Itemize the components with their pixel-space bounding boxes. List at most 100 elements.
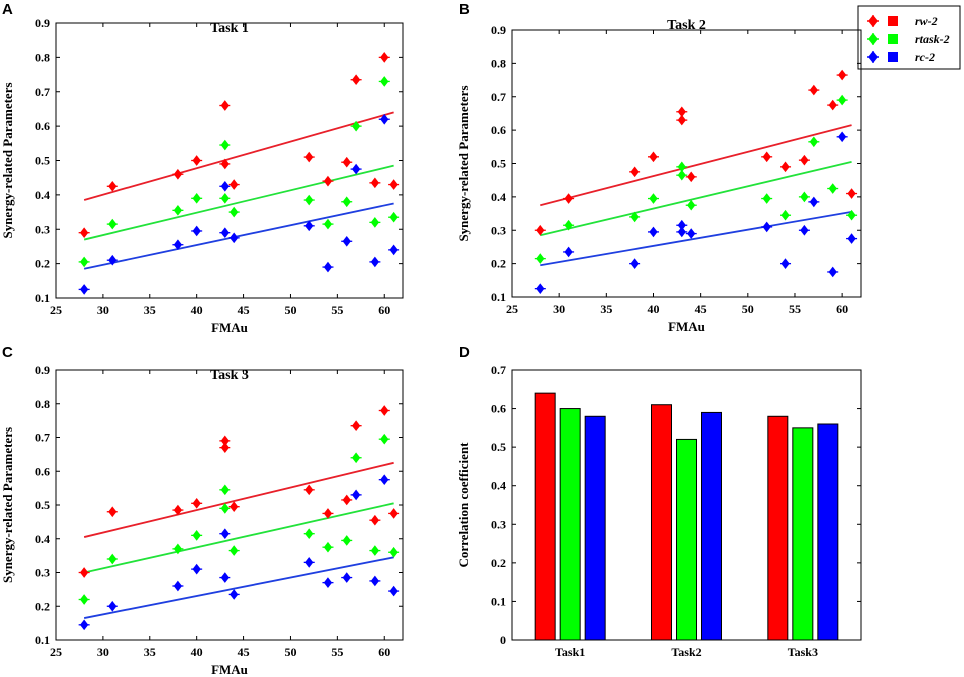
y-tick-label: 0.6 bbox=[491, 123, 506, 137]
x-tick-label: 25 bbox=[506, 302, 518, 316]
y-axis-label: Synergy-related Parameters bbox=[0, 427, 15, 583]
x-axis-label: FMAu bbox=[211, 662, 248, 677]
y-tick-label: 0.8 bbox=[35, 50, 50, 64]
x-tick-label: 30 bbox=[97, 645, 109, 659]
fit-line-1 bbox=[540, 124, 852, 207]
y-tick-label: 0.4 bbox=[491, 479, 506, 493]
y-tick-label: 0.1 bbox=[35, 633, 50, 647]
x-tick-label: 50 bbox=[284, 303, 296, 317]
y-tick-label: 0.3 bbox=[35, 222, 50, 236]
legend-label: rtask-2 bbox=[915, 32, 950, 46]
panel-c: 25 30 35 40 45 50 55 60 0.1 0.2 0.3 0.4 0.5 0.6 0.7 0.8… bbox=[0, 363, 404, 677]
legend: rw-2 rtask-2 rc-2 bbox=[857, 5, 961, 70]
series-3 bbox=[78, 474, 400, 631]
bar-2 bbox=[792, 427, 814, 641]
category-label: Task3 bbox=[788, 645, 818, 659]
y-tick-label: 0.7 bbox=[491, 363, 506, 377]
legend-swatch bbox=[888, 34, 898, 44]
x-tick-label: 25 bbox=[50, 303, 62, 317]
y-tick-label: 0.8 bbox=[35, 397, 50, 411]
bar-1 bbox=[534, 392, 556, 641]
y-tick-label: 0.3 bbox=[491, 517, 506, 531]
x-tick-label: 50 bbox=[742, 302, 754, 316]
x-tick-label: 55 bbox=[331, 645, 343, 659]
x-tick-label: 50 bbox=[284, 645, 296, 659]
series-3 bbox=[78, 113, 400, 295]
x-tick-label: 55 bbox=[331, 303, 343, 317]
panel-letter-b: B bbox=[459, 1, 470, 18]
plot-frame bbox=[55, 22, 404, 299]
x-tick-label: 45 bbox=[238, 303, 250, 317]
x-tick-label: 55 bbox=[789, 302, 801, 316]
y-axis-label: Synergy-related Parameters bbox=[456, 85, 471, 241]
legend-label: rc-2 bbox=[915, 50, 935, 64]
legend-item-1: rw-2 bbox=[867, 14, 938, 28]
y-tick-label: 0.7 bbox=[35, 431, 50, 445]
y-tick-label: 0.4 bbox=[35, 188, 50, 202]
x-tick-label: 35 bbox=[144, 303, 156, 317]
fit-line-3 bbox=[83, 202, 394, 270]
bar-1 bbox=[767, 415, 789, 641]
legend-swatch bbox=[888, 16, 898, 26]
fit-line-2 bbox=[83, 502, 394, 574]
fit-line-1 bbox=[83, 111, 394, 201]
x-tick-label: 25 bbox=[50, 645, 62, 659]
y-tick-label: 0.7 bbox=[491, 90, 506, 104]
y-tick-label: 0.5 bbox=[491, 157, 506, 171]
series-2 bbox=[534, 94, 858, 264]
fit-line-1 bbox=[83, 461, 394, 538]
panel-letter-d: D bbox=[459, 344, 470, 361]
panel-letter-c: C bbox=[2, 344, 13, 361]
bar-3 bbox=[701, 411, 722, 641]
y-tick-label: 0.2 bbox=[35, 599, 50, 613]
fit-line-2 bbox=[540, 160, 852, 237]
x-tick-label: 40 bbox=[647, 302, 659, 316]
panel-b: 25 30 35 40 45 50 55 60 0.1 0.2 0.3 0.4 0.5 0.6 0.7 0.8… bbox=[456, 18, 862, 334]
y-tick-label: 0.6 bbox=[35, 464, 50, 478]
legend-marker-icon bbox=[867, 14, 879, 28]
y-tick-label: 0.5 bbox=[491, 440, 506, 454]
category-label: Task2 bbox=[671, 645, 701, 659]
fit-line-2 bbox=[83, 164, 394, 241]
y-tick-label: 0.9 bbox=[35, 16, 50, 30]
bar-group-task2 bbox=[651, 404, 722, 641]
fit-line-3 bbox=[540, 211, 852, 267]
bar-3 bbox=[584, 415, 606, 641]
y-tick-label: 0.3 bbox=[35, 566, 50, 580]
y-tick-label: 0.4 bbox=[35, 532, 50, 546]
y-tick-label: 0.1 bbox=[491, 594, 506, 608]
bar-2 bbox=[676, 438, 697, 641]
y-tick-label: 0.2 bbox=[35, 257, 50, 271]
y-axis-label: Correlation coefficient bbox=[456, 442, 471, 568]
bar-group-task3 bbox=[767, 415, 839, 641]
series-3 bbox=[534, 131, 858, 294]
series-2 bbox=[78, 76, 400, 268]
series-2 bbox=[78, 433, 400, 605]
x-tick-label: 60 bbox=[836, 302, 848, 316]
y-tick-label: 0.2 bbox=[491, 556, 506, 570]
chart-title: Task 2 bbox=[667, 18, 706, 33]
bar-1 bbox=[651, 404, 672, 641]
y-tick-label: 0.8 bbox=[491, 56, 506, 70]
series-1 bbox=[78, 405, 400, 578]
bar-2 bbox=[559, 408, 581, 641]
chart-title: Task 3 bbox=[210, 368, 249, 383]
x-axis-label: FMAu bbox=[668, 319, 705, 334]
x-tick-label: 40 bbox=[191, 645, 203, 659]
series-1 bbox=[534, 69, 858, 236]
panel-a: 25 30 35 40 45 50 55 60 0.1 0.2 0.3 0.4 0.5 0.6 0.7 0.8… bbox=[0, 16, 404, 335]
y-tick-label: 0.9 bbox=[491, 23, 506, 37]
x-tick-label: 45 bbox=[695, 302, 707, 316]
panel-letter-a: A bbox=[2, 1, 13, 18]
y-tick-label: 0.6 bbox=[491, 402, 506, 416]
y-tick-label: 0.5 bbox=[35, 498, 50, 512]
y-tick-label: 0.2 bbox=[491, 257, 506, 271]
x-tick-label: 40 bbox=[191, 303, 203, 317]
x-tick-label: 60 bbox=[378, 303, 390, 317]
y-tick-label: 0.3 bbox=[491, 223, 506, 237]
plot-frame bbox=[55, 369, 404, 641]
y-tick-label: 0.6 bbox=[35, 119, 50, 133]
bar-group-task1 bbox=[534, 392, 606, 641]
legend-marker-icon bbox=[867, 32, 879, 46]
